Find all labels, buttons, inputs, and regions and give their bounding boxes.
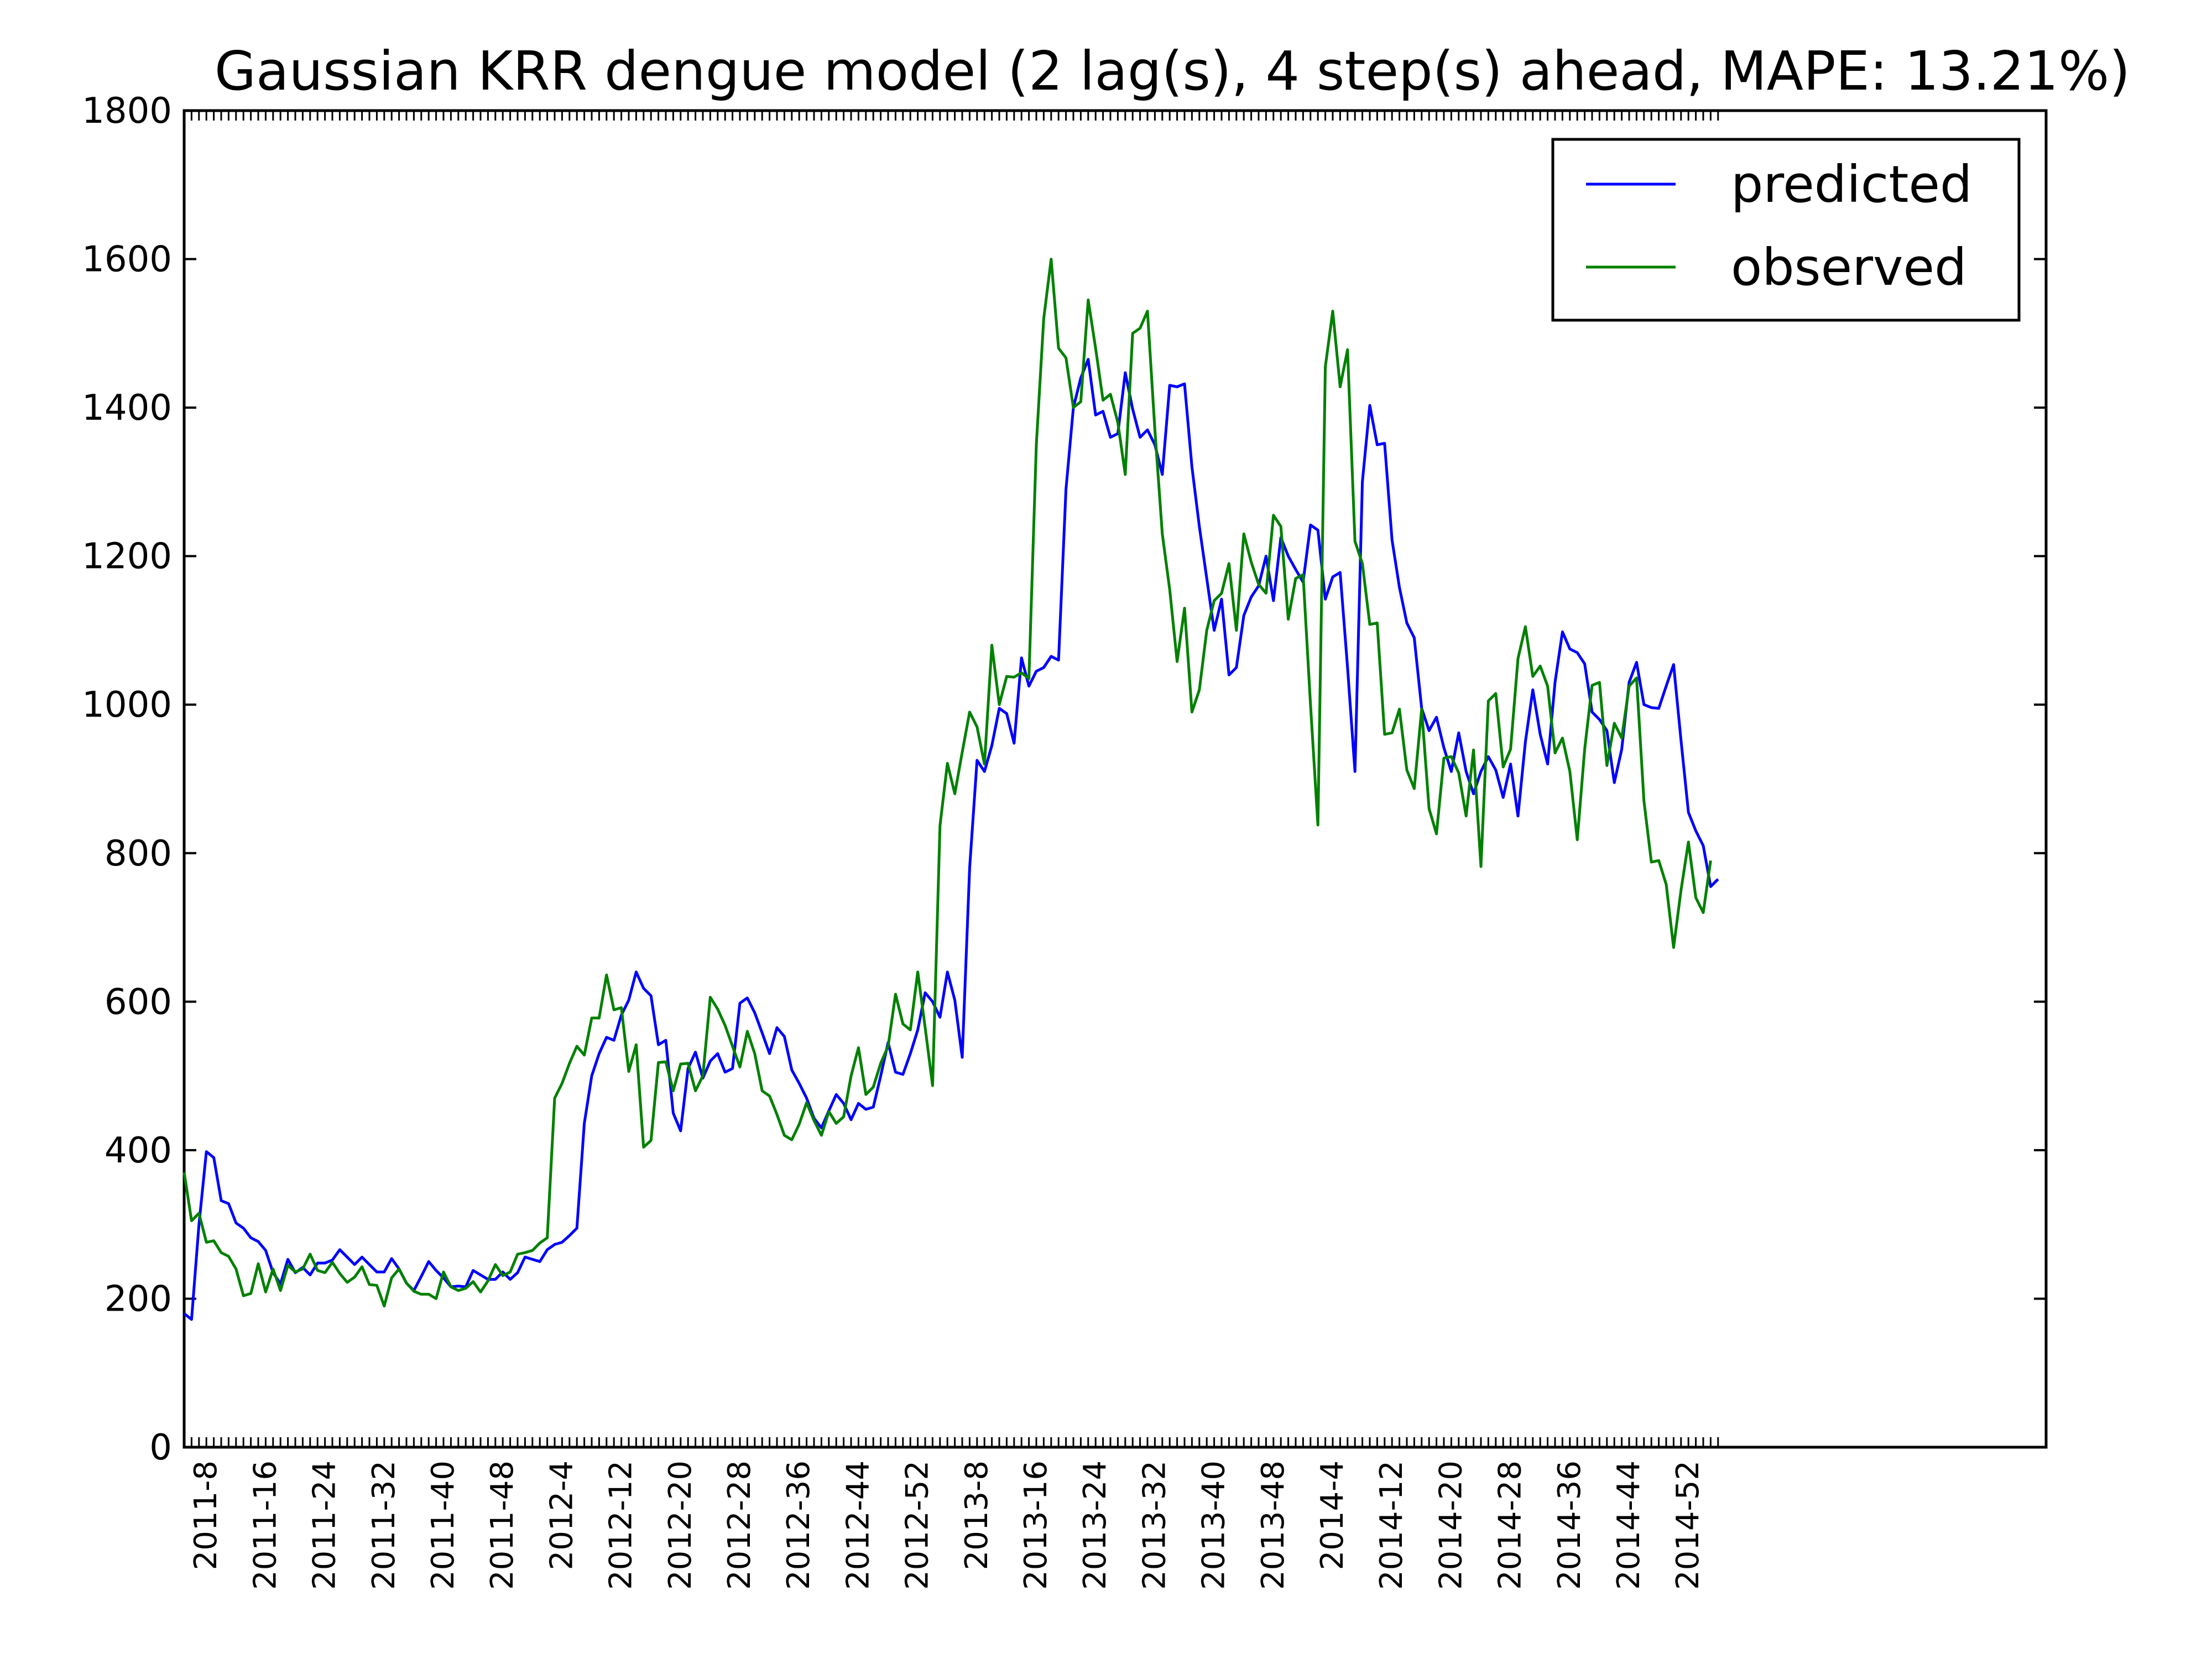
x-tick-label: 2011-32 [366,1460,402,1590]
legend-box [1551,138,2021,322]
x-tick-label: 2013-32 [1136,1460,1172,1590]
x-tick-label: 2011-8 [188,1460,224,1570]
x-tick-label: 2014-52 [1670,1460,1706,1590]
x-tick-label: 2014-44 [1611,1460,1647,1590]
y-tick-label: 1600 [82,239,172,280]
legend-label-predicted: predicted [1731,155,1972,214]
y-tick-label: 0 [149,1427,172,1468]
x-tick-label: 2011-16 [247,1460,283,1590]
x-tick-label: 2012-44 [840,1460,876,1590]
y-tick-label: 600 [105,982,172,1022]
y-tick-label: 400 [105,1130,172,1171]
series-lines [182,258,1719,1321]
x-tick-label: 2012-12 [603,1460,639,1590]
x-tick-label: 2013-16 [1018,1460,1054,1590]
plot-area [182,109,2048,1449]
series-line-predicted [183,358,1719,1321]
y-tick-label: 1800 [82,91,172,132]
chart-title: Gaussian KRR dengue model (2 lag(s), 4 s… [215,40,2130,102]
x-tick-label: 2014-4 [1314,1460,1350,1570]
x-tick-label: 2013-48 [1255,1460,1291,1590]
x-tick-label: 2011-48 [484,1460,520,1590]
y-tick-label: 200 [105,1279,172,1319]
x-tick-label: 2013-40 [1196,1460,1232,1590]
y-tick-labels: 0 200 400 600 800 1000 1200 1400 1600 1800 [82,91,172,1468]
x-tick-label: 2012-4 [544,1460,580,1570]
series-line-observed [182,258,1712,1308]
y-tick-label: 1400 [82,388,172,429]
y-tick-label: 1000 [82,685,172,726]
legend-label-observed: observed [1731,238,1967,297]
x-tick-label: 2013-8 [959,1460,995,1570]
x-tick-label: 2013-24 [1077,1460,1113,1590]
x-tick-label: 2014-28 [1493,1460,1528,1590]
y-tick-label: 1200 [82,536,172,577]
x-tick-label: 2012-28 [722,1460,758,1590]
axis-ticks [183,109,2046,1448]
x-tick-labels: 2011-8 2011-16 2011-24 2011-32 2011-40 2011-4… [188,1460,1706,1590]
x-tick-label: 2011-24 [307,1460,343,1590]
x-tick-label: 2012-52 [900,1460,936,1590]
x-tick-label: 2014-36 [1552,1460,1588,1590]
x-tick-label: 2014-12 [1374,1460,1410,1590]
y-tick-label: 800 [105,833,172,874]
x-tick-label: 2011-40 [425,1460,461,1590]
legend: predicted observed [1551,138,2021,322]
x-tick-label: 2014-20 [1433,1460,1469,1590]
x-tick-label: 2012-36 [781,1460,817,1590]
x-tick-label: 2012-20 [662,1460,698,1590]
